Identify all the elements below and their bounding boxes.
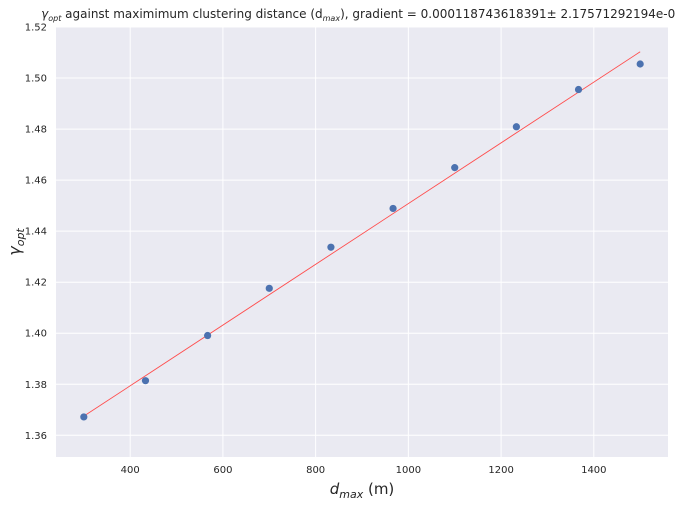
x-gridlines	[129, 27, 595, 457]
plot-background	[56, 27, 668, 457]
y-tick-label: 1.44	[25, 227, 47, 238]
data-point	[636, 60, 644, 68]
chart-title: γopt against maximimum clustering distan…	[41, 7, 676, 23]
data-point	[80, 413, 88, 421]
y-tick-label: 1.46	[25, 176, 47, 187]
y-tick-label: 1.38	[25, 380, 47, 391]
data-point	[204, 331, 212, 340]
fit-line	[83, 51, 641, 417]
y-tick-label: 1.48	[25, 125, 47, 136]
y-axis-label: γopt	[5, 228, 27, 256]
data-point	[574, 85, 583, 94]
y-tick-label: 1.42	[25, 278, 47, 289]
x-tick-label: 600	[213, 465, 232, 476]
x-axis-label: dmax (m)	[330, 480, 395, 501]
x-tick-label: 1400	[581, 465, 606, 476]
y-tick-label: 1.50	[25, 74, 47, 85]
data-point	[327, 243, 335, 251]
fit-line-layer	[83, 51, 641, 417]
data-point	[389, 204, 397, 213]
data-point	[451, 164, 459, 172]
data-point	[141, 377, 150, 385]
data-point	[512, 123, 520, 131]
data-point	[265, 284, 273, 292]
y-tick-label: 1.40	[25, 329, 47, 340]
y-tick-label: 1.36	[25, 431, 47, 442]
y-gridlines	[56, 26, 668, 436]
y-tick-labels: 1.36 1.38 1.40 1.42 1.44 1.46 1.48 1.50 1.52	[25, 23, 47, 442]
x-tick-label: 1000	[396, 465, 421, 476]
x-tick-label: 800	[306, 465, 325, 476]
y-tick-label: 1.52	[25, 23, 47, 34]
x-tick-label: 400	[121, 465, 140, 476]
data-points-layer	[80, 60, 644, 421]
x-tick-labels: 400 600 800 1000 1200 1400	[121, 465, 607, 476]
x-tick-label: 1200	[488, 465, 513, 476]
